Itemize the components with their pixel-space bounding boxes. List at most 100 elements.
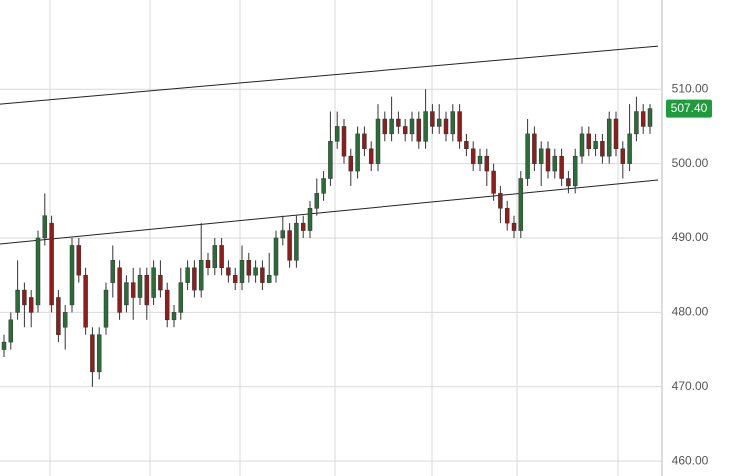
y-tick-label: 490.00 — [672, 230, 709, 244]
candle-body — [8, 319, 14, 343]
candle-body — [525, 133, 530, 179]
candle-body — [56, 297, 61, 335]
candle-body — [545, 148, 551, 172]
candle-body — [164, 289, 170, 321]
trendline — [0, 179, 659, 245]
y-tick-label: 500.00 — [672, 156, 709, 170]
candle-body — [504, 208, 510, 224]
last-price-label: 507.40 — [671, 101, 708, 115]
candle-body — [246, 260, 252, 276]
candle-body — [586, 133, 592, 149]
candle-body — [314, 193, 320, 209]
candle-body — [35, 237, 41, 306]
candle-body — [273, 237, 279, 276]
candle-body — [606, 118, 612, 157]
candle-body — [600, 141, 605, 157]
candle-body — [538, 148, 544, 164]
candle-body — [62, 312, 68, 328]
candle-body — [49, 222, 54, 306]
candle-body — [198, 260, 204, 291]
candle-body — [430, 111, 435, 127]
y-tick-label: 460.00 — [672, 453, 709, 467]
candle-body — [402, 126, 408, 135]
candle-body — [239, 260, 245, 283]
candle-body — [518, 178, 524, 231]
candle-body — [28, 297, 34, 313]
candle-body — [205, 260, 211, 268]
candle-body — [294, 222, 299, 261]
candle-body — [321, 178, 326, 194]
candle-body — [355, 133, 360, 172]
candle-body — [22, 289, 27, 306]
candle-body — [457, 111, 462, 142]
candle-body — [232, 274, 238, 283]
candle-body — [443, 118, 449, 135]
candle-body — [15, 289, 20, 313]
candle-body — [83, 274, 88, 328]
candle-body — [253, 267, 258, 276]
candle-body — [613, 118, 619, 149]
candle-body — [341, 126, 347, 157]
candle-body — [416, 118, 422, 142]
candle-body — [566, 178, 571, 187]
candle-body — [620, 148, 626, 164]
candle-body — [69, 245, 75, 306]
candle-body — [491, 170, 496, 194]
candle-body — [287, 230, 292, 261]
candle-body — [559, 155, 564, 179]
candle-body — [171, 312, 177, 321]
candle-body — [192, 267, 197, 291]
candle-body — [185, 267, 190, 283]
candle-body — [103, 289, 109, 328]
candle-body — [219, 245, 224, 268]
candle-body — [396, 118, 401, 127]
y-tick-label: 510.00 — [672, 81, 709, 95]
candle-body — [627, 133, 632, 164]
candle-body — [300, 222, 306, 231]
candle-body — [124, 282, 129, 306]
candle-body — [572, 155, 578, 187]
candle-body — [348, 155, 354, 172]
candle-body — [579, 133, 585, 157]
candle-body — [328, 141, 333, 179]
candle-body — [409, 118, 415, 135]
candle-body — [498, 193, 503, 209]
candle-body — [593, 141, 598, 149]
candle-body — [1, 341, 7, 350]
candle-body — [151, 267, 156, 298]
candle-body — [450, 111, 456, 135]
candle-body — [226, 267, 231, 276]
candle-body — [280, 230, 286, 239]
candle-body — [511, 222, 517, 231]
candle-body — [647, 108, 653, 127]
candle-body — [634, 111, 639, 135]
y-tick-label: 480.00 — [672, 305, 709, 319]
candle-body — [334, 126, 340, 142]
candle-body — [532, 133, 537, 164]
candle-body — [484, 155, 490, 172]
candle-body — [552, 155, 558, 172]
candle-body — [477, 155, 483, 164]
candle-body — [178, 282, 184, 313]
candle-body — [266, 274, 272, 283]
candle-body — [260, 267, 265, 283]
candle-body — [389, 118, 394, 135]
candle-body — [470, 148, 476, 164]
candle-body — [375, 118, 381, 164]
candle-body — [362, 133, 367, 149]
candle-body — [76, 245, 82, 276]
candle-body — [382, 118, 388, 135]
candle-body — [90, 334, 95, 373]
candle-body — [158, 274, 163, 291]
last-price-tag — [666, 99, 712, 118]
candle-body — [96, 334, 102, 373]
candle-body — [423, 111, 428, 142]
candle-body — [137, 274, 143, 298]
candle-body — [130, 282, 136, 298]
trendline — [0, 45, 659, 105]
candle-body — [464, 141, 469, 149]
candle-body — [144, 274, 150, 306]
candle-body — [117, 267, 122, 313]
